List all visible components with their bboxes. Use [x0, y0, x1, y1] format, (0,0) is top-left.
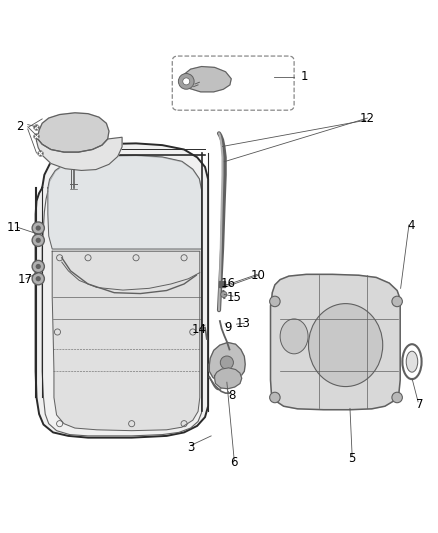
Text: 9: 9 — [224, 321, 231, 334]
Text: 1: 1 — [300, 70, 308, 83]
FancyBboxPatch shape — [172, 56, 294, 110]
Ellipse shape — [280, 319, 308, 354]
Polygon shape — [271, 274, 400, 410]
Text: 10: 10 — [251, 269, 266, 282]
Text: 6: 6 — [230, 456, 238, 470]
Circle shape — [35, 264, 41, 269]
Text: 4: 4 — [407, 219, 415, 231]
Circle shape — [32, 261, 44, 272]
Circle shape — [270, 392, 280, 403]
Text: 8: 8 — [228, 389, 236, 402]
Text: 11: 11 — [6, 221, 21, 233]
Text: 17: 17 — [17, 273, 32, 286]
Circle shape — [270, 296, 280, 306]
Circle shape — [35, 225, 41, 231]
Polygon shape — [209, 343, 245, 383]
Circle shape — [392, 392, 403, 403]
Text: 7: 7 — [416, 398, 424, 410]
Circle shape — [32, 272, 44, 285]
Ellipse shape — [406, 351, 418, 372]
Polygon shape — [182, 67, 231, 92]
Text: 12: 12 — [360, 111, 375, 125]
Text: 16: 16 — [220, 278, 235, 290]
Circle shape — [32, 234, 44, 246]
Circle shape — [221, 292, 227, 297]
Circle shape — [183, 78, 190, 85]
Text: 5: 5 — [349, 452, 356, 465]
Circle shape — [35, 238, 41, 243]
Circle shape — [32, 222, 44, 234]
Text: 15: 15 — [227, 290, 242, 304]
Circle shape — [178, 74, 194, 89]
Polygon shape — [36, 135, 122, 171]
Circle shape — [392, 296, 403, 306]
Text: 13: 13 — [236, 317, 251, 330]
Polygon shape — [215, 368, 242, 389]
Circle shape — [35, 276, 41, 281]
Text: 3: 3 — [187, 441, 194, 454]
Text: 14: 14 — [192, 324, 207, 336]
Polygon shape — [52, 251, 200, 431]
Circle shape — [220, 356, 233, 369]
Polygon shape — [35, 143, 208, 438]
Polygon shape — [38, 113, 109, 152]
Ellipse shape — [308, 304, 383, 386]
Polygon shape — [48, 155, 201, 249]
Text: 2: 2 — [17, 120, 24, 133]
